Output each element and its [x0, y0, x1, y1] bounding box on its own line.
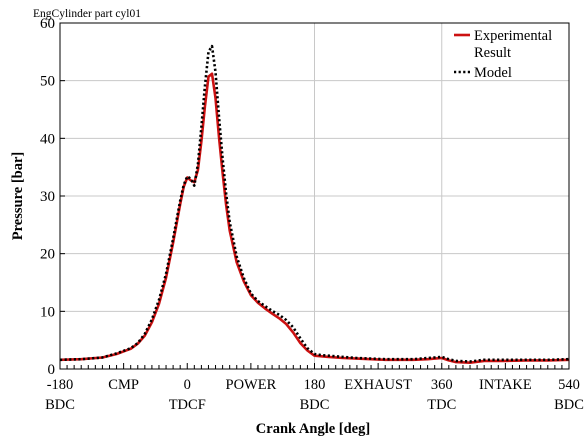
- phase-label: INTAKE: [479, 377, 532, 393]
- y-tick-label: 50: [40, 74, 55, 90]
- x-tick-sublabel: TDC: [427, 397, 456, 413]
- x-tick-sublabel: TDCF: [169, 397, 206, 413]
- phase-label: EXHAUST: [344, 377, 412, 393]
- y-tick-label: 30: [40, 189, 55, 205]
- y-tick-label: 60: [40, 16, 55, 32]
- legend-label: Model: [474, 65, 512, 81]
- y-axis-label: Pressure [bar]: [10, 152, 26, 240]
- legend-label: Experimental: [474, 28, 552, 44]
- phase-label: POWER: [226, 377, 277, 393]
- x-tick-sublabel: BDC: [554, 397, 584, 413]
- x-axis-label: Crank Angle [deg]: [256, 421, 370, 437]
- x-tick-label: 180: [304, 377, 326, 393]
- phase-label: CMP: [108, 377, 139, 393]
- x-tick-label: 0: [184, 377, 191, 393]
- chart-title: EngCylinder part cyl01: [33, 8, 141, 20]
- x-tick-label: 540: [558, 377, 580, 393]
- x-tick-sublabel: BDC: [300, 397, 330, 413]
- series-layer: [59, 44, 570, 365]
- x-tick-label: -180: [47, 377, 74, 393]
- y-tick-label: 40: [40, 131, 55, 147]
- y-tick-label: 20: [40, 247, 55, 263]
- y-tick-label: 10: [40, 304, 55, 320]
- x-tick-sublabel: BDC: [45, 397, 75, 413]
- legend-label: Result: [474, 45, 511, 61]
- y-tick-label: 0: [48, 362, 56, 378]
- gridlines: [60, 23, 569, 369]
- axis-ticks: 0 10 20 30 40 50 60 -180 BDC 0 TDCF 180 BDC 360 TDC 540…: [40, 16, 584, 413]
- x-tick-label: 360: [431, 377, 453, 393]
